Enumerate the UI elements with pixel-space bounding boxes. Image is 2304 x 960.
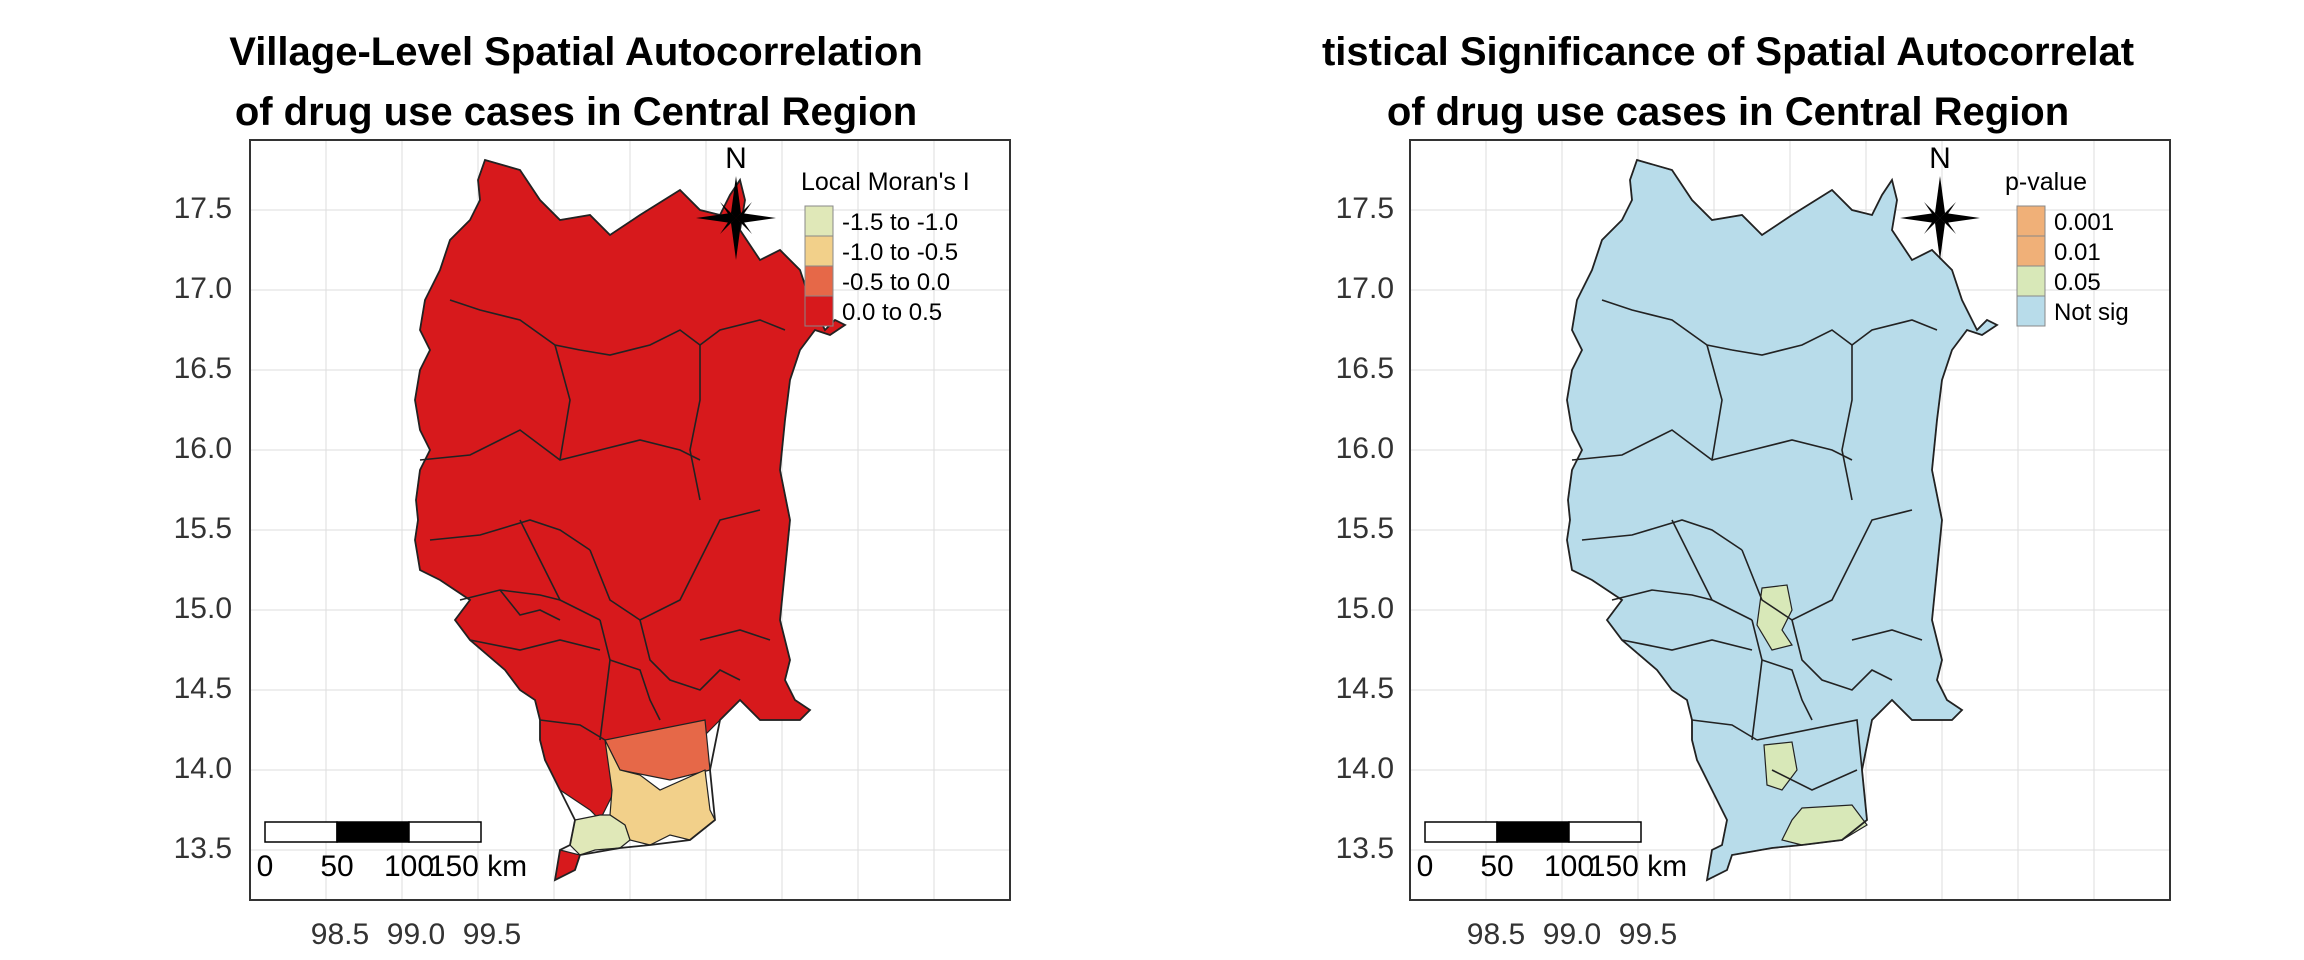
north-arrow-icon: N <box>696 142 776 260</box>
scale-label: 0 <box>1417 850 1434 883</box>
legend-swatch <box>2016 295 2046 327</box>
y-tick-label: 17.5 <box>1336 192 1394 225</box>
region-significant-05-a <box>1756 584 1793 651</box>
legend-swatch <box>804 265 834 297</box>
legend-swatch <box>2016 265 2046 297</box>
north-label: N <box>725 142 747 175</box>
legend-swatch <box>804 295 834 327</box>
y-tick-label: 15.0 <box>174 592 232 625</box>
x-tick-label: 98.5 <box>1467 918 1525 951</box>
legend-title: Local Moran's I <box>801 168 970 196</box>
map-outline <box>1566 158 1999 882</box>
scale-label: 50 <box>320 850 353 883</box>
map-title-line-1: Village-Level Spatial Autocorrelation <box>229 30 923 74</box>
scale-bar: 0 50 100 150 km <box>257 821 527 883</box>
legend-label: -1.5 to -1.0 <box>842 209 958 236</box>
map-title: Village-Level Spatial Autocorrelation of… <box>0 22 1152 142</box>
scale-label: 150 km <box>1589 850 1687 883</box>
y-tick-label: 16.0 <box>1336 432 1394 465</box>
significance-map-canvas: 17.5 17.0 16.5 16.0 15.5 15.0 14.5 14.0 … <box>1336 139 2171 951</box>
y-tick-label: 14.0 <box>174 752 232 785</box>
y-axis-labels: 17.5 17.0 16.5 16.0 15.5 15.0 14.5 14.0 … <box>1336 192 1394 865</box>
map-title: tistical Significance of Spatial Autocor… <box>1152 22 2304 142</box>
map-legend: p-value 0.001 0.01 0.05 Not sig <box>2005 168 2129 327</box>
region-main <box>414 159 847 822</box>
scale-label: 50 <box>1480 850 1513 883</box>
north-label: N <box>1929 142 1951 175</box>
y-tick-label: 14.5 <box>174 672 232 705</box>
scale-bar: 0 50 100 150 km <box>1417 821 1687 883</box>
significance-map-panel: tistical Significance of Spatial Autocor… <box>1152 0 2304 960</box>
legend-swatch <box>804 235 834 267</box>
y-tick-label: 17.0 <box>174 272 232 305</box>
legend-title: p-value <box>2005 168 2087 196</box>
x-tick-label: 99.0 <box>1543 918 1601 951</box>
y-tick-label: 16.5 <box>1336 352 1394 385</box>
x-axis-labels: 98.5 99.0 99.5 <box>1467 918 1677 951</box>
y-tick-label: 17.0 <box>1336 272 1394 305</box>
y-tick-label: 16.5 <box>174 352 232 385</box>
legend-label: 0.0 to 0.5 <box>842 299 942 326</box>
y-tick-label: 15.0 <box>1336 592 1394 625</box>
region-boundaries <box>419 299 786 741</box>
legend-label: -0.5 to 0.0 <box>842 269 950 296</box>
map-regions <box>1566 159 1999 882</box>
y-tick-label: 13.5 <box>174 832 232 865</box>
y-tick-label: 14.5 <box>1336 672 1394 705</box>
scale-label: 100 <box>384 850 434 883</box>
y-tick-label: 14.0 <box>1336 752 1394 785</box>
legend-swatch <box>804 205 834 237</box>
y-tick-label: 13.5 <box>1336 832 1394 865</box>
map-title-line-1: tistical Significance of Spatial Autocor… <box>1321 30 2135 74</box>
moran-map-canvas: 17.5 17.0 16.5 16.0 15.5 15.0 14.5 14.0 … <box>174 139 1011 951</box>
map-frame <box>249 139 1011 901</box>
scale-label: 150 km <box>429 850 527 883</box>
scale-label: 100 <box>1544 850 1594 883</box>
legend-label: Not sig <box>2054 299 2129 326</box>
map-frame <box>1409 139 2171 901</box>
x-tick-label: 99.0 <box>387 918 445 951</box>
map-title-line-2: of drug use cases in Central Region <box>1386 90 2070 134</box>
y-tick-label: 17.5 <box>174 192 232 225</box>
region-boundaries <box>1571 299 1938 791</box>
legend-label: 0.001 <box>2054 209 2114 236</box>
y-axis-labels: 17.5 17.0 16.5 16.0 15.5 15.0 14.5 14.0 … <box>174 192 232 865</box>
legend-label: 0.01 <box>2054 239 2101 266</box>
map-legend: Local Moran's I -1.5 to -1.0 -1.0 to -0.… <box>801 168 970 327</box>
legend-swatch <box>2016 205 2046 237</box>
y-tick-label: 15.5 <box>1336 512 1394 545</box>
map-regions <box>414 159 847 882</box>
north-arrow-icon: N <box>1900 142 1980 260</box>
y-tick-label: 16.0 <box>174 432 232 465</box>
region-south-low-2 <box>569 814 631 856</box>
x-tick-label: 99.5 <box>1619 918 1677 951</box>
x-tick-label: 98.5 <box>311 918 369 951</box>
scale-label: 0 <box>257 850 274 883</box>
x-tick-label: 99.5 <box>463 918 521 951</box>
legend-label: 0.05 <box>2054 269 2101 296</box>
legend-label: -1.0 to -0.5 <box>842 239 958 266</box>
map-title-line-2: of drug use cases in Central Region <box>234 90 918 134</box>
x-axis-labels: 98.5 99.0 99.5 <box>311 918 521 951</box>
legend-swatch <box>2016 235 2046 267</box>
moran-map-panel: Village-Level Spatial Autocorrelation of… <box>0 22 1152 951</box>
y-tick-label: 15.5 <box>174 512 232 545</box>
